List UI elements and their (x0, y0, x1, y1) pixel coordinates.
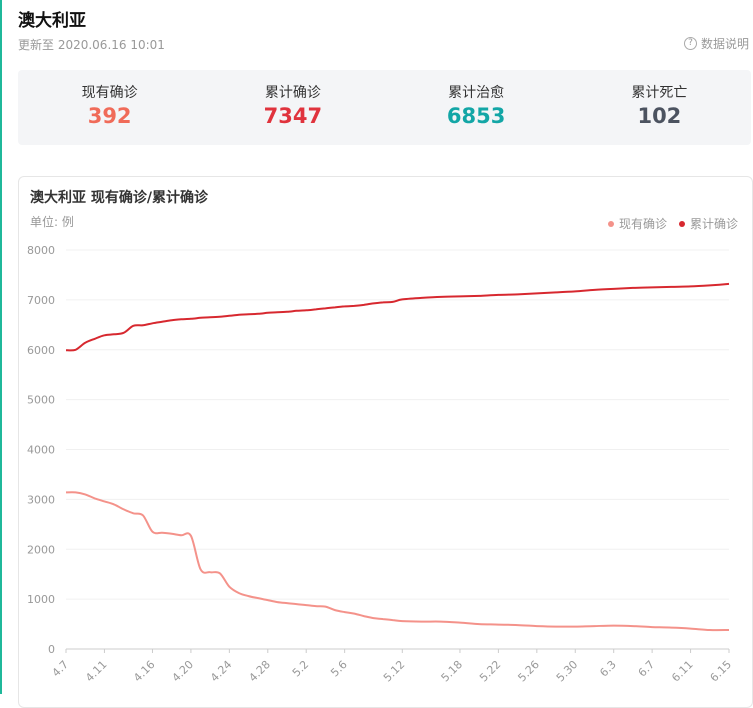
stat-label: 累计死亡 (631, 85, 688, 101)
legend-label: 现有确诊 (618, 217, 667, 231)
y-tick-label: 4000 (27, 444, 55, 457)
x-tick-label: 5.18 (439, 658, 466, 685)
series-line-total-confirmed (65, 282, 730, 352)
y-tick-label: 5000 (27, 394, 55, 407)
x-tick-label: 6.15 (708, 658, 735, 685)
legend-label: 累计确诊 (689, 217, 738, 231)
x-tick-label: 5.22 (477, 658, 504, 685)
x-tick-label: 4.20 (170, 658, 197, 685)
stat-total-deaths: 累计死亡 102 (568, 70, 751, 145)
x-tick-label: 4.7 (50, 658, 72, 680)
stat-label: 累计确诊 (264, 85, 321, 101)
data-explanation-link[interactable]: ? 数据说明 (683, 35, 749, 52)
y-tick-label: 1000 (27, 593, 55, 606)
legend-item-current[interactable]: 现有确诊 (607, 215, 667, 232)
stat-value: 7347 (263, 104, 323, 128)
legend-item-total[interactable]: 累计确诊 (678, 215, 738, 232)
x-tick-label: 5.12 (381, 658, 408, 685)
updated-timestamp: 更新至 2020.06.16 10:01 (18, 38, 165, 52)
x-tick-label: 5.30 (554, 658, 581, 685)
stat-total-confirmed: 累计确诊 7347 (201, 70, 384, 145)
x-tick-label: 4.11 (83, 658, 110, 685)
stat-label: 累计治愈 (448, 85, 505, 101)
chart-title: 澳大利亚 现有确诊/累计确诊 (30, 190, 208, 206)
y-tick-label: 8000 (27, 244, 55, 257)
x-tick-label: 6.11 (669, 658, 696, 685)
y-tick-label: 2000 (27, 543, 55, 556)
stat-total-recovered: 累计治愈 6853 (385, 70, 568, 145)
data-explanation-label: 数据说明 (700, 37, 749, 51)
stat-value: 102 (637, 104, 682, 128)
series-line-current-confirmed (65, 491, 730, 632)
x-tick-label: 5.6 (328, 658, 350, 680)
chart-unit-label: 单位: 例 (30, 215, 74, 229)
x-tick-label: 4.28 (246, 658, 273, 685)
chart-card: 澳大利亚 现有确诊/累计确诊 单位: 例 现有确诊 累计确诊 0 1000 2000… (18, 176, 753, 708)
page-title: 澳大利亚 (18, 11, 86, 31)
y-tick-label: 3000 (27, 493, 55, 506)
stat-label: 现有确诊 (81, 85, 138, 101)
stat-value: 392 (87, 104, 132, 128)
help-icon: ? (683, 37, 697, 50)
x-tick-label: 6.7 (636, 658, 658, 680)
stat-value: 6853 (446, 104, 506, 128)
line-chart: 0 1000 2000 3000 4000 5000 6000 7000 8000 4.7 4.11… (27, 244, 735, 685)
y-tick-label: 7000 (27, 294, 55, 307)
left-accent-rule (0, 0, 2, 694)
chart-legend: 现有确诊 累计确诊 (607, 215, 738, 232)
x-tick-label: 5.26 (515, 658, 542, 685)
x-tick-label: 4.16 (131, 658, 158, 685)
y-tick-label: 6000 (27, 344, 55, 357)
x-tick-label: 6.3 (597, 658, 619, 680)
legend-dot (607, 220, 614, 227)
stats-panel: 现有确诊 392 累计确诊 7347 累计治愈 6853 累计死亡 102 (18, 70, 751, 145)
x-tick-label: 4.24 (208, 658, 235, 685)
y-tick-label: 0 (48, 643, 55, 656)
legend-dot (678, 220, 685, 227)
x-tick-label: 5.2 (290, 658, 312, 680)
stat-current-confirmed: 现有确诊 392 (18, 70, 201, 145)
